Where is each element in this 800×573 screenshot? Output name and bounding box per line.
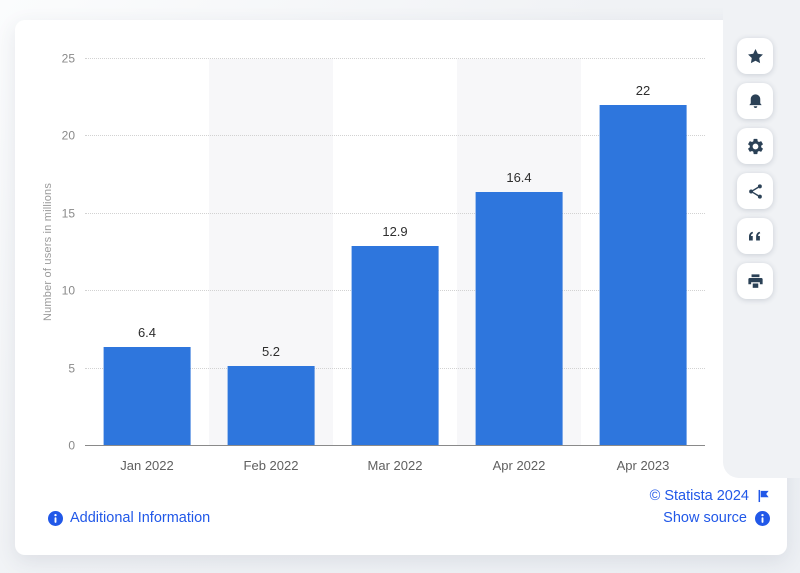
alerts-button[interactable] bbox=[737, 83, 773, 119]
info-circle-icon bbox=[755, 510, 770, 526]
chart-column: 5.2 Feb 2022 bbox=[209, 59, 333, 473]
gear-icon bbox=[747, 138, 763, 154]
y-tick-label: 20 bbox=[61, 129, 75, 144]
bar-chart-plot-area: 6.4 Jan 2022 5.2 Feb 2022 12.9 Mar 2022 16.4 Ap… bbox=[62, 52, 705, 473]
bar-value-label: 5.2 bbox=[261, 343, 281, 359]
bar-value-label: 22 bbox=[635, 83, 651, 99]
bar-mar-2022[interactable] bbox=[351, 246, 439, 446]
chart-columns: 6.4 Jan 2022 5.2 Feb 2022 12.9 Mar 2022 16.4 Ap… bbox=[85, 59, 705, 473]
y-axis-title: Number of users in millions bbox=[42, 182, 54, 322]
y-tick-label: 10 bbox=[61, 283, 75, 298]
share-button[interactable] bbox=[737, 173, 773, 209]
y-tick-label: 0 bbox=[68, 438, 75, 453]
action-toolbar bbox=[737, 38, 773, 299]
bar-apr-2022[interactable] bbox=[475, 192, 563, 446]
bar-value-label: 6.4 bbox=[137, 324, 157, 340]
bar-value-label: 12.9 bbox=[382, 224, 408, 240]
source-block: © Statista 2024 Show source bbox=[650, 488, 770, 526]
chart-column: 12.9 Mar 2022 bbox=[333, 59, 457, 473]
show-source-label: Show source bbox=[663, 510, 747, 526]
gridline-15: 15 bbox=[62, 207, 705, 221]
bell-icon bbox=[748, 93, 762, 108]
additional-information-label: Additional Information bbox=[70, 510, 211, 526]
favorite-button[interactable] bbox=[737, 38, 773, 74]
x-axis-label: Feb 2022 bbox=[243, 458, 299, 473]
toolbar-panel bbox=[723, 0, 800, 478]
bar-feb-2022[interactable] bbox=[227, 365, 315, 446]
x-axis-baseline: 0 bbox=[68, 439, 705, 453]
statista-copyright-link[interactable]: © Statista 2024 bbox=[650, 488, 770, 504]
bar-value-label: 16.4 bbox=[506, 170, 532, 186]
y-tick-label: 5 bbox=[68, 361, 75, 376]
chart-column: 6.4 Jan 2022 bbox=[85, 59, 209, 473]
settings-button[interactable] bbox=[737, 128, 773, 164]
quote-icon bbox=[749, 231, 761, 241]
show-source-link[interactable]: Show source bbox=[663, 510, 770, 526]
additional-information-link[interactable]: Additional Information bbox=[48, 510, 210, 526]
cite-button[interactable] bbox=[737, 218, 773, 254]
share-icon bbox=[748, 183, 762, 199]
y-tick-label: 25 bbox=[61, 51, 75, 66]
info-circle-icon bbox=[48, 510, 63, 526]
gridline-20: 20 bbox=[62, 129, 705, 143]
chart-column: 16.4 Apr 2022 bbox=[457, 59, 581, 473]
flag-icon bbox=[758, 489, 769, 503]
bar-jan-2022[interactable] bbox=[103, 346, 191, 446]
x-axis-label: Jan 2022 bbox=[120, 458, 174, 473]
bar-apr-2023[interactable] bbox=[599, 105, 687, 446]
star-icon bbox=[747, 48, 763, 63]
printer-icon bbox=[747, 273, 763, 288]
x-axis-label: Mar 2022 bbox=[367, 458, 423, 473]
gridline-25: 25 bbox=[62, 52, 705, 66]
x-axis-label: Apr 2022 bbox=[492, 458, 546, 473]
y-tick-label: 15 bbox=[61, 206, 75, 221]
print-button[interactable] bbox=[737, 263, 773, 299]
x-axis-label: Apr 2023 bbox=[616, 458, 670, 473]
copyright-label: © Statista 2024 bbox=[649, 488, 749, 504]
chart-column: 22 Apr 2023 bbox=[581, 59, 705, 473]
chart-card: Number of users in millions 6.4 Jan 2022 5… bbox=[15, 20, 787, 555]
